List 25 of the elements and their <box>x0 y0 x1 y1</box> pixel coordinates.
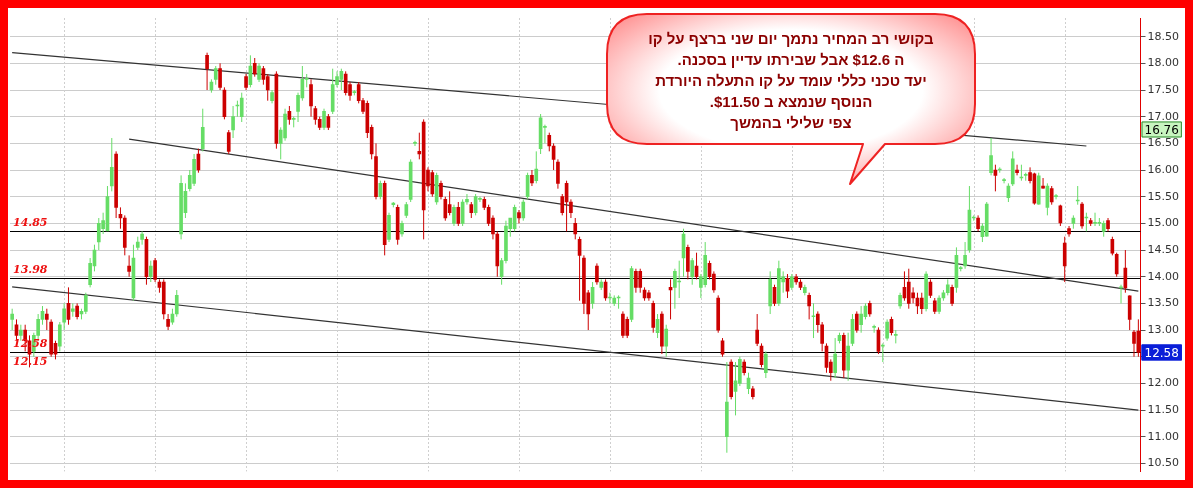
y-tick-label: 13.00 <box>1147 322 1180 336</box>
candlestick <box>1023 172 1028 182</box>
annotation: 12.58 <box>1144 345 1179 360</box>
y-tick-label: 11.50 <box>1147 402 1180 416</box>
y-tick-label: 15.00 <box>1147 216 1180 230</box>
y-tick-label: 14.00 <box>1147 269 1180 283</box>
y-tick-label: 15.50 <box>1147 189 1180 203</box>
y-tick-label: 17.00 <box>1147 109 1180 123</box>
ref-line-label: 14.85 <box>13 215 48 229</box>
y-tick-label: 10.50 <box>1147 456 1180 470</box>
y-tick-label: 14.50 <box>1147 242 1180 256</box>
y-tick-label: 18.00 <box>1147 56 1180 70</box>
y-tick-label: 17.50 <box>1147 82 1180 96</box>
annotation: בקושי רב המחיר נתמך יום שני ברצף על קו ה $12.6 אבל שבירתו עדיין בסכנה. יעד טכני כללי עומד על קו התעלה היורדת הנוסף שנמצא ב $11.50. צפי שלילי בהמשך <box>647 29 935 133</box>
candlestick <box>70 302 75 318</box>
y-tick-label: 18.50 <box>1147 29 1180 43</box>
y-tick-label: 11.00 <box>1147 429 1180 443</box>
y-tick-label: 12.00 <box>1147 376 1180 390</box>
y-tick-label: 16.50 <box>1147 136 1180 150</box>
candlestick <box>1088 217 1093 227</box>
y-tick-label: 16.00 <box>1147 162 1180 176</box>
ref-line-label: 13.98 <box>13 262 48 276</box>
annotation: 16.76 <box>1144 122 1179 137</box>
candlestick <box>893 329 898 344</box>
y-tick-label: 13.50 <box>1147 296 1180 310</box>
